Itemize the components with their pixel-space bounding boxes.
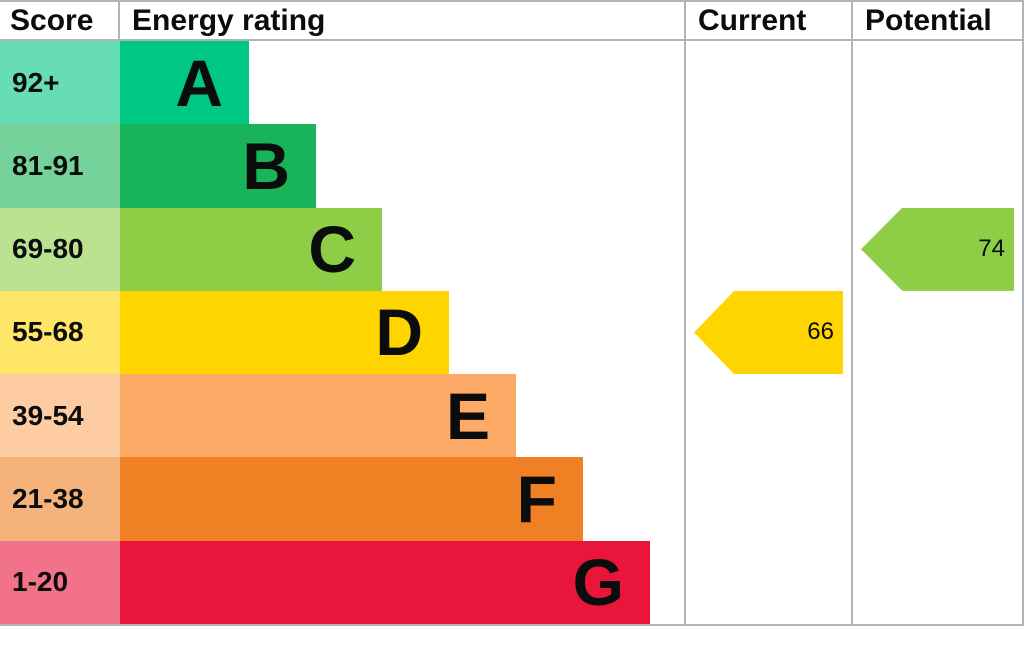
band-bar-cell: A: [120, 41, 684, 125]
band-bar-cell: D: [120, 290, 684, 375]
current-cell: [684, 41, 851, 125]
band-letter: E: [445, 378, 490, 453]
band-bar-cell: B: [120, 124, 684, 208]
band-bar: G: [120, 540, 650, 624]
current-cell: [684, 207, 851, 291]
band-row-f: 21-38 F: [0, 457, 1024, 541]
band-letter: A: [175, 45, 223, 120]
band-row-g: 1-20 G: [0, 540, 1024, 624]
band-bar-cell: C: [120, 207, 684, 291]
header-score: Score: [0, 2, 120, 39]
current-rating-arrow-value: 66: [807, 318, 834, 346]
current-cell: [684, 457, 851, 541]
potential-rating-arrow-value: 74: [978, 235, 1005, 263]
band-bar: D: [120, 290, 449, 375]
table-bottom-border: [0, 624, 1024, 626]
potential-cell: 74: [851, 207, 1024, 291]
score-range-label: 21-38: [0, 457, 120, 541]
score-range-label: 81-91: [0, 124, 120, 208]
band-row-a: 92+ A: [0, 41, 1024, 125]
band-letter: G: [572, 545, 624, 620]
potential-cell: [851, 457, 1024, 541]
current-cell: [684, 374, 851, 458]
band-bar: C: [120, 207, 382, 291]
header-energy-rating: Energy rating: [132, 3, 326, 37]
potential-cell: [851, 540, 1024, 624]
current-rating-arrow: 66: [694, 290, 843, 375]
score-range-label: 39-54: [0, 374, 120, 458]
band-letter: B: [242, 128, 290, 203]
band-bar-cell: E: [120, 374, 684, 458]
band-bar-cell: F: [120, 457, 684, 541]
header-row: Score Energy rating Current Potential: [0, 0, 1024, 41]
current-cell: 66: [684, 290, 851, 375]
band-letter: F: [516, 462, 557, 537]
score-range-label: 1-20: [0, 540, 120, 624]
potential-cell: [851, 374, 1024, 458]
potential-cell: [851, 290, 1024, 375]
band-bar: F: [120, 457, 583, 541]
bands-table: 92+ A 81-91 B 69-80 C: [0, 41, 1024, 624]
band-row-c: 69-80 C 74: [0, 207, 1024, 291]
band-row-d: 55-68 D 66: [0, 290, 1024, 375]
potential-cell: [851, 124, 1024, 208]
band-row-b: 81-91 B: [0, 124, 1024, 208]
potential-cell: [851, 41, 1024, 125]
band-letter: C: [308, 212, 356, 287]
score-range-label: 69-80: [0, 207, 120, 291]
band-row-e: 39-54 E: [0, 374, 1024, 458]
header-current: Current: [684, 2, 851, 39]
band-bar: A: [120, 41, 249, 125]
band-letter: D: [375, 295, 423, 370]
band-bar: B: [120, 124, 316, 208]
potential-rating-arrow: 74: [861, 207, 1014, 291]
band-bar-cell: G: [120, 540, 684, 624]
score-range-label: 55-68: [0, 290, 120, 375]
current-cell: [684, 540, 851, 624]
score-range-label: 92+: [0, 41, 120, 125]
header-potential: Potential: [851, 2, 1024, 39]
current-cell: [684, 124, 851, 208]
band-bar: E: [120, 374, 516, 458]
